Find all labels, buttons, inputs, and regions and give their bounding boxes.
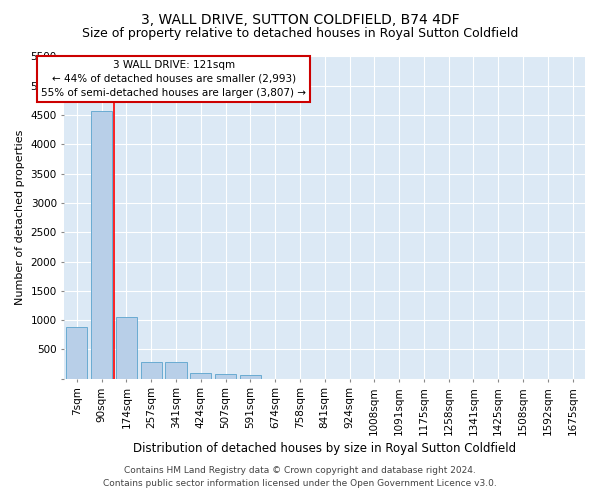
- Text: 3 WALL DRIVE: 121sqm
← 44% of detached houses are smaller (2,993)
55% of semi-de: 3 WALL DRIVE: 121sqm ← 44% of detached h…: [41, 60, 306, 98]
- Text: Size of property relative to detached houses in Royal Sutton Coldfield: Size of property relative to detached ho…: [82, 28, 518, 40]
- Bar: [166, 362, 187, 378]
- Y-axis label: Number of detached properties: Number of detached properties: [15, 130, 25, 306]
- Bar: [67, 327, 88, 378]
- Bar: [140, 362, 162, 378]
- Bar: [116, 316, 137, 378]
- Bar: [215, 374, 236, 378]
- X-axis label: Distribution of detached houses by size in Royal Sutton Coldfield: Distribution of detached houses by size …: [133, 442, 516, 455]
- Bar: [190, 374, 211, 378]
- Text: 3, WALL DRIVE, SUTTON COLDFIELD, B74 4DF: 3, WALL DRIVE, SUTTON COLDFIELD, B74 4DF: [140, 12, 460, 26]
- Bar: [91, 111, 112, 378]
- Bar: [240, 375, 261, 378]
- Text: Contains HM Land Registry data © Crown copyright and database right 2024.
Contai: Contains HM Land Registry data © Crown c…: [103, 466, 497, 487]
